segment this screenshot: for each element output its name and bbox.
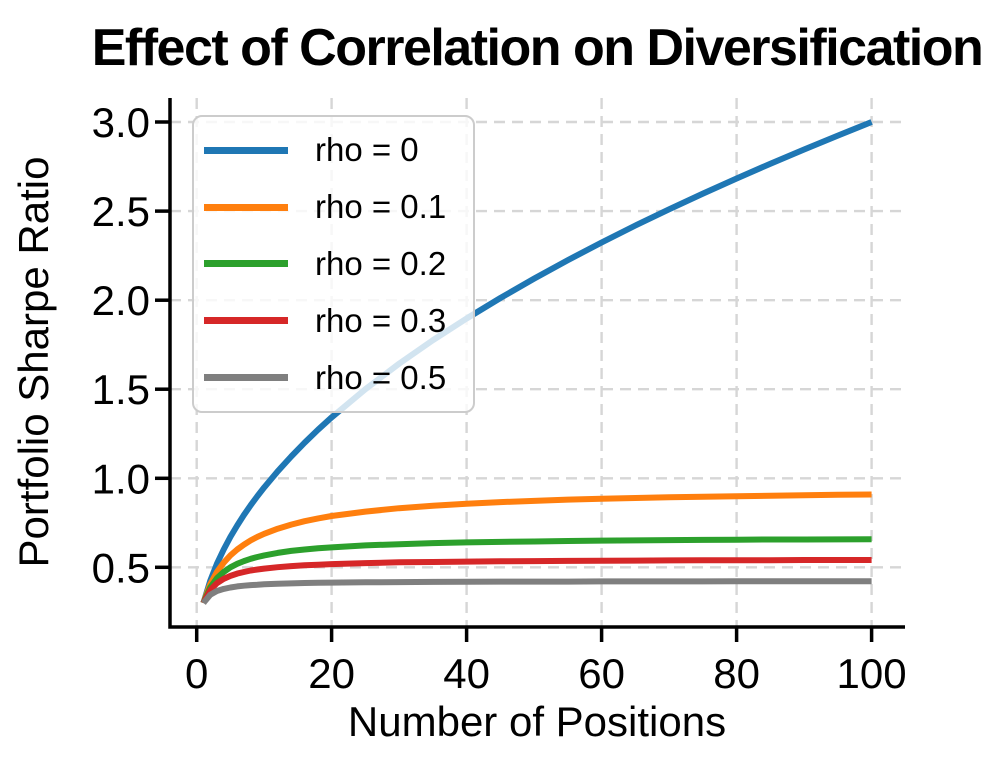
legend-swatch xyxy=(204,374,288,382)
axes-spines xyxy=(168,98,905,629)
x-tick-label: 60 xyxy=(578,650,625,697)
series-line-2 xyxy=(200,536,872,605)
chart-title: Effect of Correlation on Diversification xyxy=(91,19,984,77)
x-tick-label: 80 xyxy=(713,650,760,697)
y-tick-label: 2.5 xyxy=(92,188,150,235)
legend-label: rho = 0.2 xyxy=(315,244,447,282)
legend-swatch xyxy=(204,203,288,211)
series-line-1 xyxy=(200,491,872,605)
legend-swatch xyxy=(204,260,288,268)
legend-entry: rho = 0.5 xyxy=(204,350,465,406)
legend-label: rho = 0 xyxy=(315,131,419,169)
series-line-3 xyxy=(200,557,872,605)
series-line-4 xyxy=(201,578,872,605)
x-axis-label: Number of Positions xyxy=(347,698,727,745)
x-tick-label: 40 xyxy=(443,650,490,697)
legend-entry: rho = 0 xyxy=(204,122,465,178)
legend-swatch xyxy=(204,146,288,154)
legend-label: rho = 0.1 xyxy=(315,188,447,226)
legend-entry: rho = 0.2 xyxy=(204,236,465,292)
legend-label: rho = 0.5 xyxy=(315,358,447,396)
legend-swatch xyxy=(204,317,288,325)
legend-entry: rho = 0.1 xyxy=(204,179,465,235)
y-tick-label: 2.0 xyxy=(92,277,150,324)
y-tick-label: 3.0 xyxy=(92,99,150,146)
x-tick-label: 0 xyxy=(185,650,208,697)
x-tick-label: 20 xyxy=(308,650,355,697)
legend-entry: rho = 0.3 xyxy=(204,293,465,349)
y-tick-label: 1.0 xyxy=(92,455,150,502)
y-tick-label: 0.5 xyxy=(92,544,150,591)
x-tick-label: 100 xyxy=(837,650,907,697)
legend: rho = 0 rho = 0.1 rho = 0.2 rho = 0.3 rho = … xyxy=(192,115,475,413)
legend-label: rho = 0.3 xyxy=(315,301,447,339)
y-tick-label: 1.5 xyxy=(92,366,150,413)
